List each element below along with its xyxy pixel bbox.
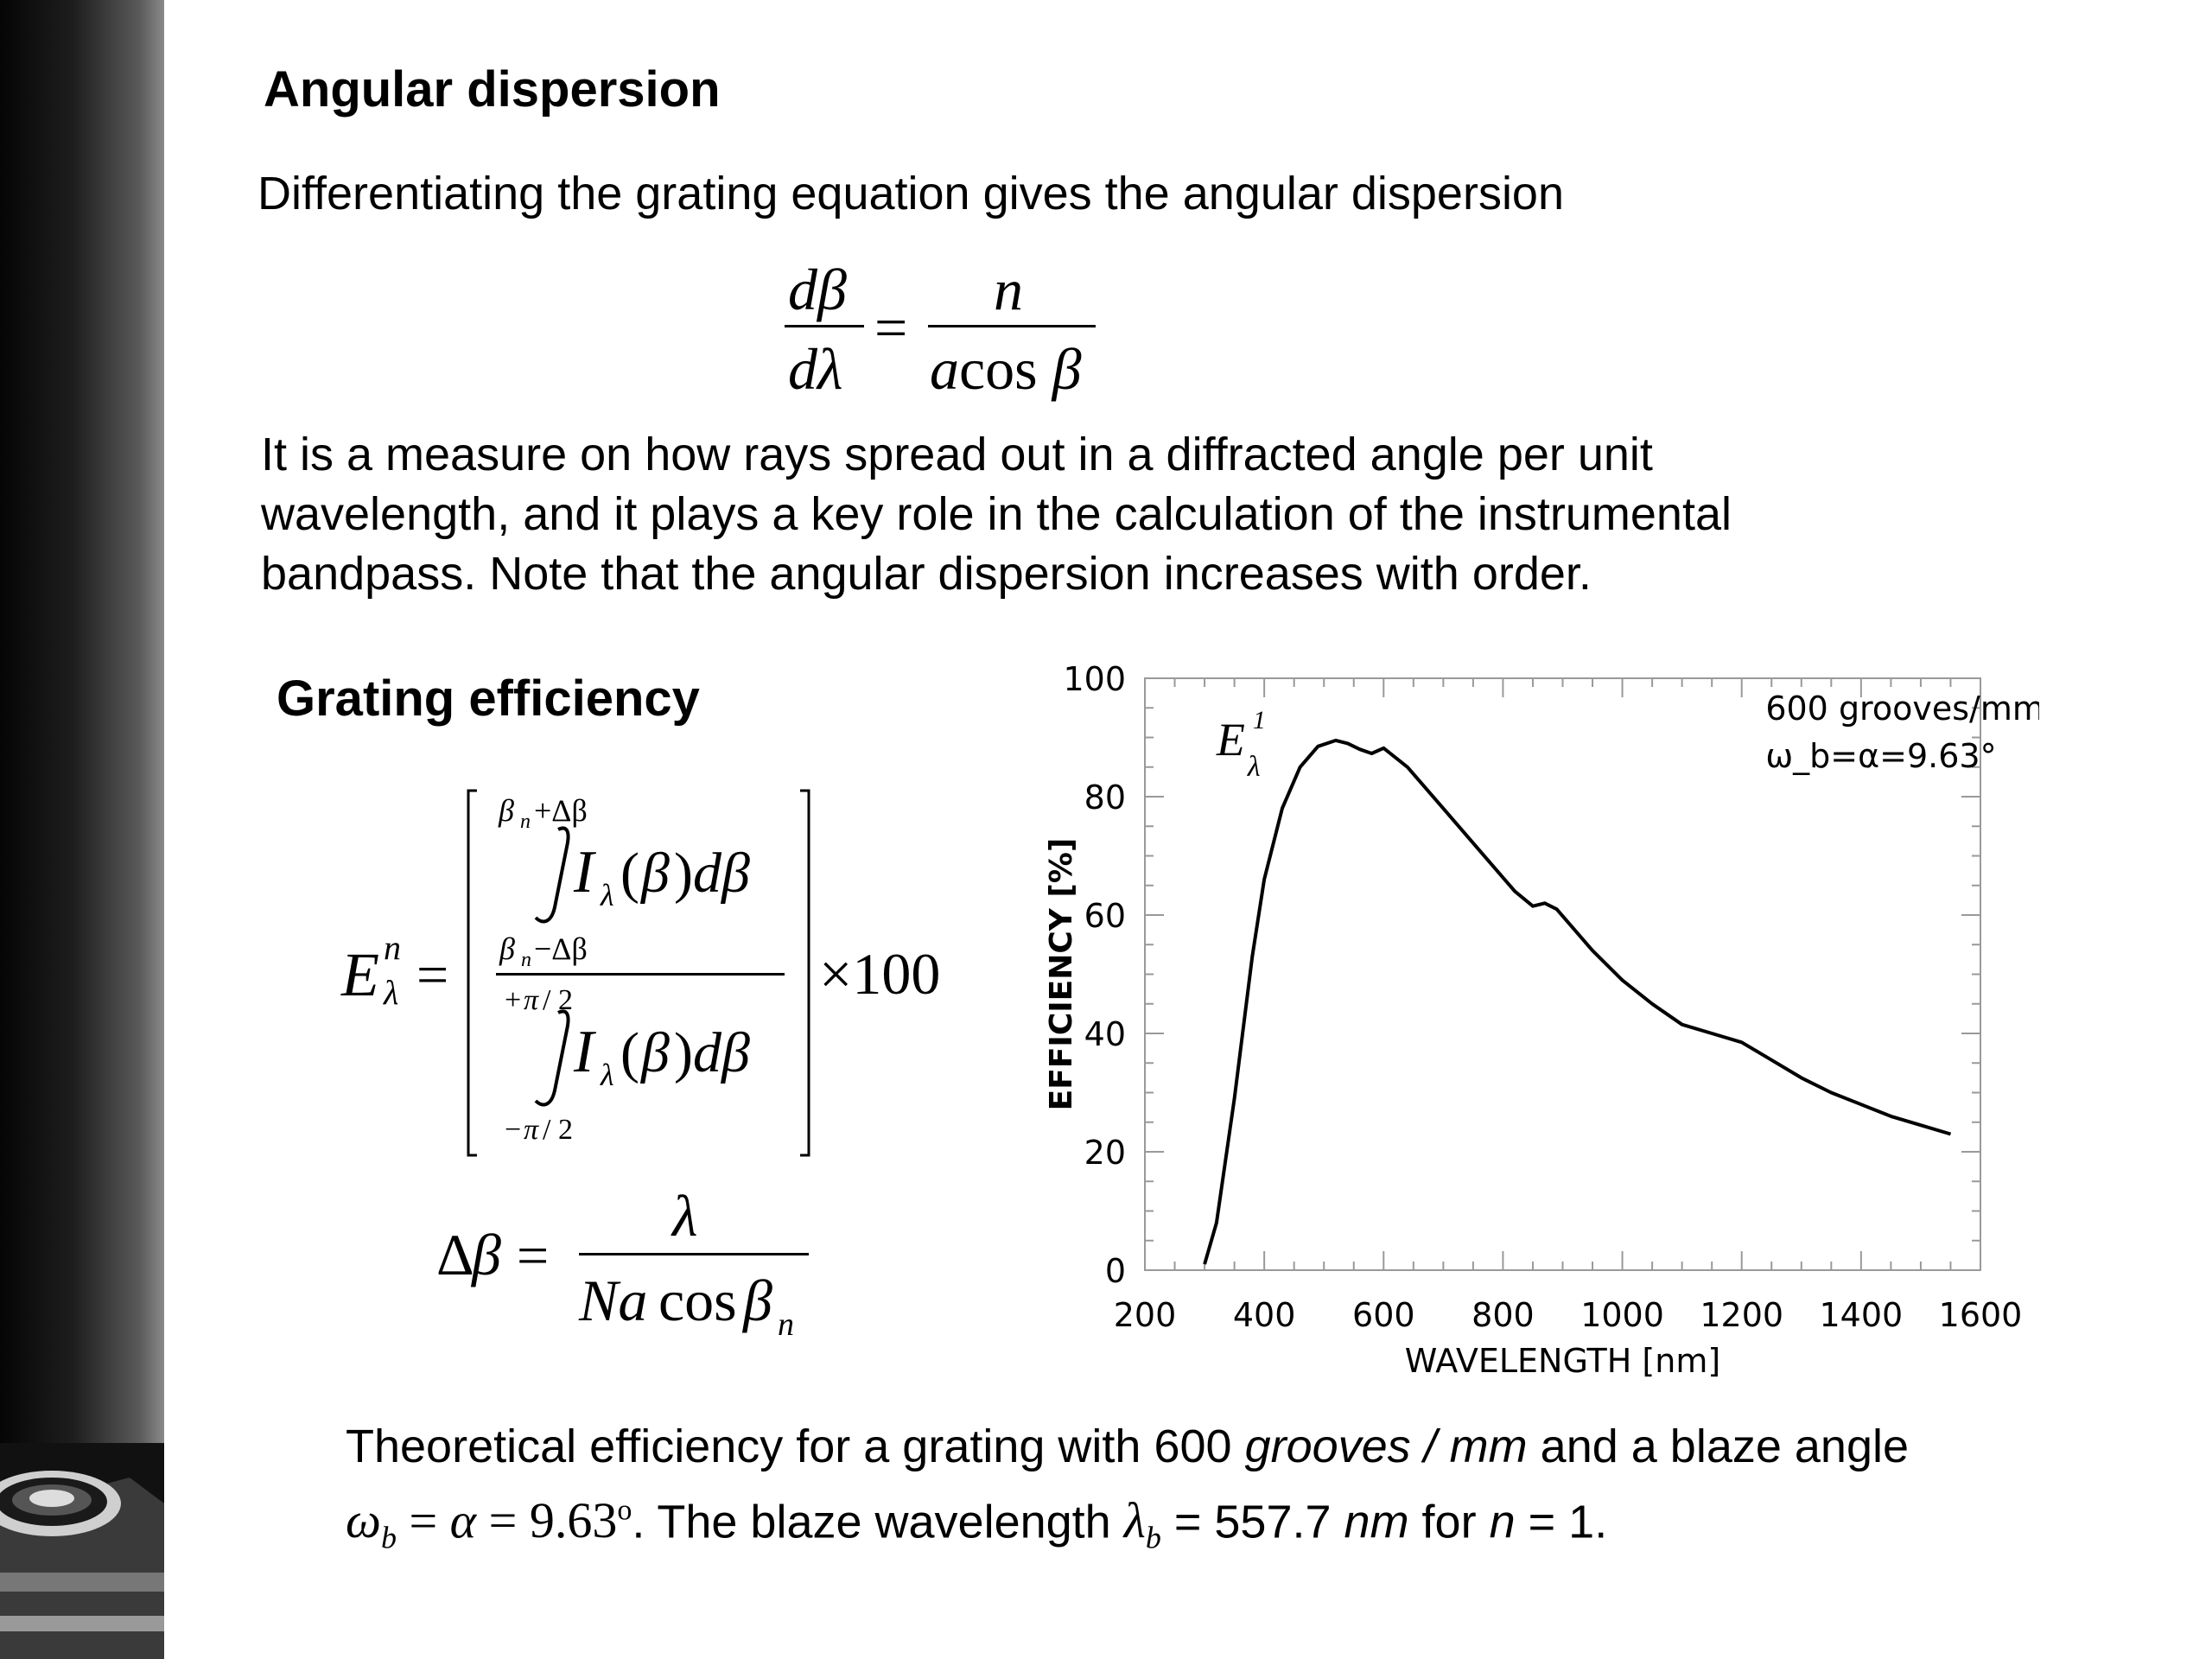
svg-text:n: n [778,1306,794,1343]
angular-dispersion-heading: Angular dispersion [264,61,721,118]
x-tick-label: 1600 [1939,1296,2023,1334]
svg-text:(: ( [620,842,639,905]
svg-text:dβ: dβ [693,842,750,905]
intro-text: Differentiating the grating equation giv… [257,168,1564,219]
annotation-efficiency-symbol: E [1216,714,1245,766]
y-tick-label: 80 [1084,779,1126,817]
paragraph-line: wavelength, and it plays a key role in t… [261,488,1732,540]
svg-text:×100: ×100 [819,941,940,1007]
svg-text:β: β [499,931,515,966]
svg-text:−Δβ: −Δβ [534,931,588,966]
svg-text:E: E [340,940,379,1009]
svg-text:n: n [521,949,531,971]
svg-text:−: − [505,1114,521,1146]
svg-text:cos: cos [658,1268,737,1333]
y-tick-label: 0 [1105,1252,1126,1290]
y-tick-label: 40 [1084,1015,1126,1053]
svg-text:/ 2: / 2 [543,984,573,1016]
grating-efficiency-heading: Grating efficiency [276,671,700,727]
svg-text:): ) [674,842,693,905]
camera-lens-image [0,1443,164,1659]
y-axis-label: EFFICIENCY [%] [1044,838,1079,1111]
y-tick-label: 60 [1084,897,1126,935]
svg-text:λ: λ [600,1058,614,1092]
annotation-grooves: 600 grooves/mm [1765,690,2039,728]
caption-line-2: ωb = α = 9.63o. The blaze wavelength λb … [346,1492,1608,1555]
efficiency-line [1203,738,1952,1265]
svg-text:β: β [470,1222,501,1287]
svg-text:n: n [520,810,531,833]
x-tick-label: 1000 [1580,1296,1664,1334]
svg-text:n: n [384,928,401,967]
y-tick-label: 100 [1063,660,1126,698]
svg-text:β: β [639,1021,670,1084]
svg-text:π: π [524,984,539,1016]
annotation-blaze: ω_b=α=9.63° [1765,737,1996,775]
svg-text:I: I [573,839,597,906]
x-tick-label: 800 [1471,1296,1535,1334]
svg-text:Δ: Δ [436,1222,474,1287]
svg-text:+: + [505,984,521,1016]
y-tick-label: 20 [1084,1134,1126,1172]
svg-text:π: π [524,1114,539,1146]
paragraph-line: It is a measure on how rays spread out i… [261,429,1653,480]
paragraph-line: bandpass. Note that the angular dispersi… [261,548,1592,600]
svg-text:β: β [639,842,670,905]
sidebar-decoration [0,0,164,1659]
svg-text:+Δβ: +Δβ [534,793,588,828]
x-tick-label: 1200 [1700,1296,1783,1334]
x-axis-label: WAVELENGTH [nm] [1405,1342,1720,1380]
svg-text:dβ: dβ [693,1021,750,1084]
annotation-order: 1 [1253,706,1266,734]
svg-text:β: β [498,793,514,828]
svg-text:I: I [573,1019,597,1085]
svg-text:): ) [674,1021,693,1084]
svg-text:=: = [416,944,448,1007]
svg-text:/ 2: / 2 [543,1114,573,1146]
efficiency-chart: 200 400 600 800 1000 1200 1400 1600 0 20 40 60 80 100… [1044,660,2039,1380]
svg-text:λ: λ [600,878,614,912]
svg-text:(: ( [620,1021,639,1084]
svg-text:λ: λ [671,1183,697,1249]
x-tick-label: 400 [1233,1296,1296,1334]
svg-text:λ: λ [383,973,398,1012]
svg-text:β: β [741,1268,772,1333]
svg-text:=: = [517,1224,549,1287]
x-tick-label: 1400 [1819,1296,1903,1334]
annotation-lambda: λ [1247,751,1261,783]
efficiency-formula: E n λ = β n +Δβ I λ ( β ) dβ β n −Δβ + π… [340,789,940,1343]
svg-text:Na: Na [578,1268,647,1333]
x-tick-label: 600 [1352,1296,1415,1334]
x-tick-label: 200 [1114,1296,1177,1334]
caption-line-1: Theoretical efficiency for a grating wit… [346,1421,1910,1472]
